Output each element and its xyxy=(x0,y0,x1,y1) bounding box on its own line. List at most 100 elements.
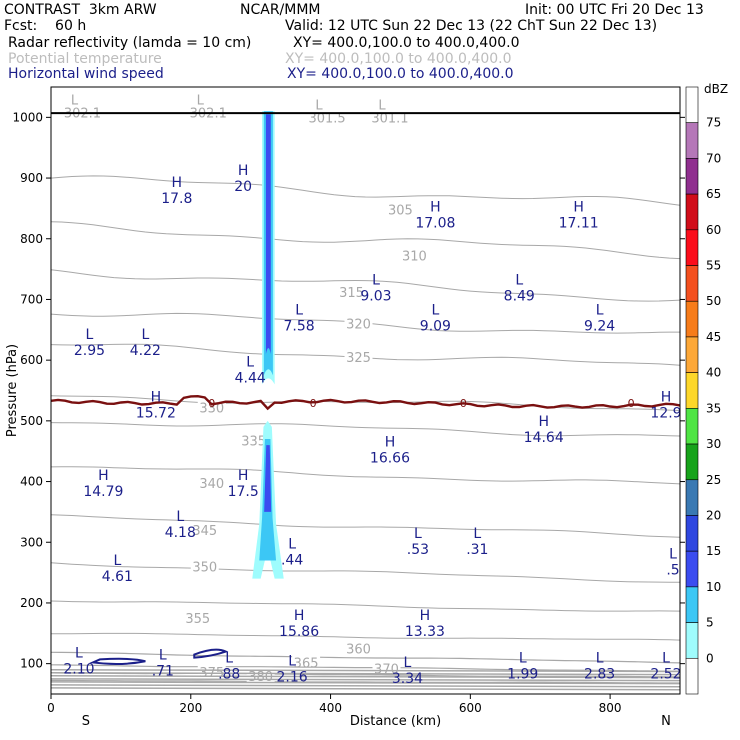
colorbar-swatch xyxy=(685,229,699,266)
wind-extreme-H: H xyxy=(573,200,584,216)
y-axis-label: Pressure (hPa) xyxy=(5,344,20,437)
y-tick-label: 600 xyxy=(20,353,43,367)
wind-extreme-value: 14.64 xyxy=(524,430,564,446)
theta-contour-315 xyxy=(51,269,680,302)
wind-extreme-H: H xyxy=(151,389,162,405)
wind-extreme-value: 12.9 xyxy=(650,405,681,421)
colorbar-level: 30 xyxy=(706,437,721,451)
field1-xy: XY= 400.0,100.0 to 400.0,400.0 xyxy=(293,35,520,51)
colorbar-swatch xyxy=(685,443,699,481)
freezing-level-label: 0 xyxy=(310,397,317,410)
wind-extreme-value: 14.79 xyxy=(83,484,123,500)
theta-label-315: 315 xyxy=(339,286,364,301)
colorbar-swatch xyxy=(685,265,699,302)
forecast-hour: Fcst: 60 h xyxy=(4,18,87,34)
wind-extreme-value: 2.95 xyxy=(74,343,105,359)
colorbar-swatch xyxy=(685,515,699,552)
theta-label-310: 310 xyxy=(402,250,427,265)
theta-label-330: 330 xyxy=(199,401,224,416)
north-label: N xyxy=(661,714,671,729)
x-tick-label: 200 xyxy=(179,701,202,715)
wind-extreme-value: 13.33 xyxy=(405,624,445,640)
wind-extreme-value: 17.8 xyxy=(161,191,192,207)
field2-name: Potential temperature xyxy=(8,51,162,67)
wind-extreme-H: H xyxy=(98,468,109,484)
colorbar-level: 55 xyxy=(706,259,721,273)
wind-extreme-L: L xyxy=(176,509,184,525)
wind-extreme-value: 9.24 xyxy=(584,319,615,335)
valid-time: Valid: 12 UTC Sun 22 Dec 13 (22 ChT Sun … xyxy=(285,18,658,34)
wind-contour xyxy=(193,648,229,659)
theta-contour-305 xyxy=(51,175,680,206)
colorbar-level: 75 xyxy=(706,116,721,130)
wind-extreme-L: L xyxy=(225,651,233,667)
colorbar-level: 45 xyxy=(706,330,721,344)
x-tick-label: 600 xyxy=(459,701,482,715)
wind-extreme-L: L xyxy=(414,526,422,542)
wind-extreme-L: L xyxy=(669,547,677,563)
y-tick-label: 300 xyxy=(20,535,43,549)
model-title: CONTRAST 3km ARW xyxy=(4,2,157,18)
plot-background xyxy=(51,87,680,694)
reflectivity-shading xyxy=(252,111,284,579)
wind-extreme-L: L xyxy=(113,553,121,569)
wind-extreme-L: L xyxy=(75,646,83,662)
wind-extreme-L: L xyxy=(662,651,670,667)
wind-extreme-value: 9.09 xyxy=(420,319,451,335)
y-tick-label: 100 xyxy=(20,657,43,671)
wind-extreme-L: L xyxy=(596,651,604,667)
wind-extreme-value: 17.08 xyxy=(415,216,455,232)
theta-surface-marker: L xyxy=(378,98,386,113)
colorbar-swatch xyxy=(685,372,699,409)
wind-extreme-value: .71 xyxy=(152,663,174,679)
x-axis-label: Distance (km) xyxy=(350,714,441,729)
wind-extreme-H: H xyxy=(294,608,305,624)
wind-extreme-value: 2.52 xyxy=(650,667,681,683)
colorbar-swatch xyxy=(685,586,699,623)
colorbar-swatch xyxy=(685,336,699,373)
wind-extreme-value: .5 xyxy=(666,563,679,579)
theta-surface-label: 301.1 xyxy=(371,111,408,126)
wind-extreme-L: L xyxy=(86,327,94,343)
y-tick-label: 500 xyxy=(20,414,43,428)
wind-extreme-L: L xyxy=(404,655,412,671)
theta-label-bg xyxy=(190,559,219,574)
theta-label-bg xyxy=(183,611,212,626)
colorbar-swatch xyxy=(685,479,699,516)
theta-label-345: 345 xyxy=(192,524,217,539)
wind-extreme-L: L xyxy=(141,327,149,343)
theta-contour-365 xyxy=(51,651,680,664)
freezing-level-line xyxy=(51,394,680,411)
field3-name: Horizontal wind speed xyxy=(8,66,164,82)
freezing-level: 0 0 0 0 xyxy=(51,394,680,411)
y-tick-label: 400 xyxy=(20,475,43,489)
freezing-level-label: 0 xyxy=(628,397,635,410)
wind-extreme-value: .44 xyxy=(281,552,303,568)
reflectivity-15dbz-upper xyxy=(264,445,272,512)
theta-upper-band-line xyxy=(51,672,680,676)
wind-extreme-value: 7.58 xyxy=(284,319,315,335)
theta-upper-band-line xyxy=(51,684,680,688)
colorbar-swatch xyxy=(685,622,699,659)
wind-extreme-value: 4.44 xyxy=(235,370,266,386)
freezing-level-label: 0 xyxy=(208,397,215,410)
wind-extreme-L: L xyxy=(431,303,439,319)
theta-upper-band-line xyxy=(51,675,680,679)
colorbar-swatch xyxy=(685,86,699,124)
wind-extreme-value: 2.10 xyxy=(63,662,94,678)
wind-extreme-H: H xyxy=(420,608,431,624)
wind-extreme-value: 17.11 xyxy=(559,216,599,232)
y-tick-label: 700 xyxy=(20,292,43,306)
wind-extreme-L: L xyxy=(515,272,523,288)
wind-extreme-value: 20 xyxy=(234,179,252,195)
colorbar-swatch xyxy=(685,193,699,231)
theta-label-360: 360 xyxy=(346,642,371,657)
theta-contour-360 xyxy=(51,632,680,641)
colorbar-level: 0 xyxy=(706,651,714,665)
theta-upper-band-line xyxy=(51,687,680,691)
theta-contour-370 xyxy=(51,664,680,672)
wind-extreme-H: H xyxy=(172,175,183,191)
wind-extreme-value: .31 xyxy=(466,542,488,558)
